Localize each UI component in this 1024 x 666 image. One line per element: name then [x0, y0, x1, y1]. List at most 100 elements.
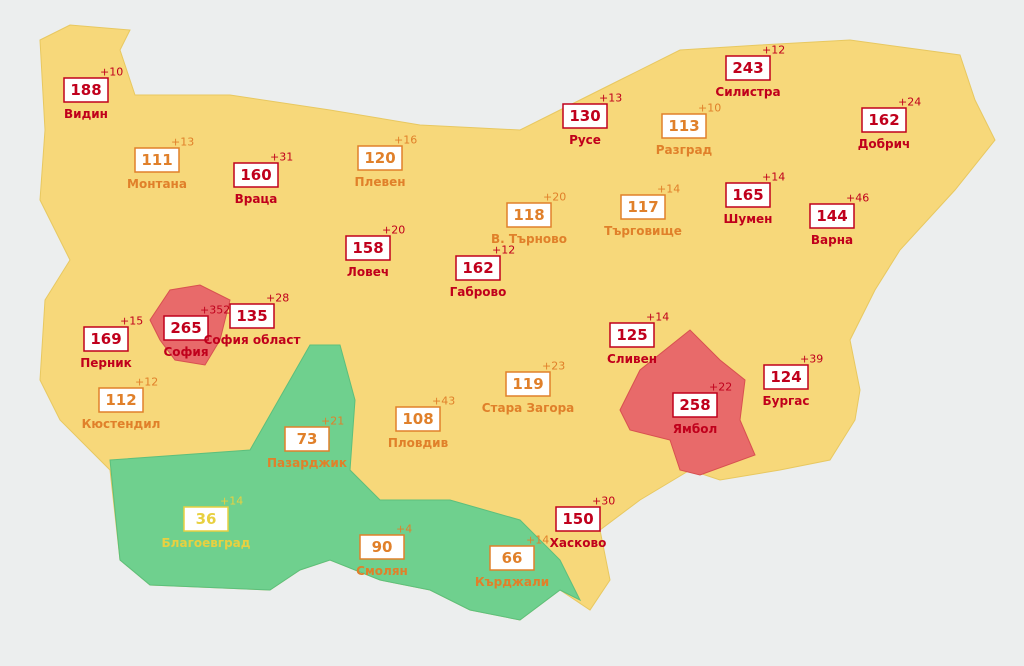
value-box: [555, 506, 601, 532]
region-name: Варна: [811, 233, 853, 247]
delta: +46: [846, 192, 869, 205]
value: 73: [297, 430, 318, 448]
region-name: Хасково: [550, 536, 607, 550]
value-box: [284, 426, 330, 452]
value: 160: [240, 166, 271, 184]
value: 243: [732, 59, 763, 77]
value: 150: [562, 510, 593, 528]
region-name: Габрово: [450, 285, 507, 299]
region-name: Кърджали: [475, 575, 549, 589]
region-name: Перник: [80, 356, 132, 370]
value: 130: [569, 107, 600, 125]
value: 118: [513, 206, 544, 224]
value-box: [233, 162, 279, 188]
value-box: [395, 406, 441, 432]
region-name: Благоевград: [162, 536, 251, 550]
value-box: [163, 315, 209, 341]
value-box: [229, 303, 275, 329]
value: 113: [668, 117, 699, 135]
delta: +14: [646, 311, 669, 324]
value-box: [83, 326, 129, 352]
value-box: [809, 203, 855, 229]
region-name: София област: [204, 333, 301, 347]
value-box: [506, 202, 552, 228]
delta: +43: [432, 395, 455, 408]
delta: +20: [543, 191, 566, 204]
value: 135: [236, 307, 267, 325]
value-box: [345, 235, 391, 261]
region-name: Стара Загора: [482, 401, 575, 415]
green-area: [109, 344, 582, 621]
value-box: [661, 113, 707, 139]
region-name: Ямбол: [673, 422, 717, 436]
delta: +12: [762, 44, 785, 57]
value: 265: [170, 319, 201, 337]
delta: +21: [321, 415, 344, 428]
region-name: Плевен: [355, 175, 406, 189]
value-box: [562, 103, 608, 129]
delta: +14: [657, 183, 680, 196]
delta: +352: [200, 304, 230, 317]
delta: +20: [382, 224, 405, 237]
region-name: София: [163, 345, 208, 359]
value-box: [672, 392, 718, 418]
delta: +4: [396, 523, 412, 536]
value: 162: [462, 259, 493, 277]
value: 112: [105, 391, 136, 409]
value: 158: [352, 239, 383, 257]
value: 90: [372, 538, 393, 556]
region-name: Смолян: [356, 564, 408, 578]
delta: +12: [492, 244, 515, 257]
delta: +12: [135, 376, 158, 389]
region-name: Силистра: [715, 85, 780, 99]
region-name: Ловеч: [347, 265, 389, 279]
delta: +16: [394, 134, 417, 147]
region-name: Търговище: [604, 224, 682, 238]
value-box: [455, 255, 501, 281]
region-name: Шумен: [724, 212, 773, 226]
value: 165: [732, 186, 763, 204]
value-box: [98, 387, 144, 413]
region-name: Враца: [235, 192, 278, 206]
value: 144: [816, 207, 847, 225]
delta: +13: [599, 92, 622, 105]
delta: +14: [220, 495, 243, 508]
value: 111: [141, 151, 172, 169]
value: 108: [402, 410, 433, 428]
delta: +14: [762, 171, 785, 184]
region-name: Добрич: [858, 137, 911, 151]
value-box: [357, 145, 403, 171]
region-name: Сливен: [607, 352, 657, 366]
value-box: [489, 545, 535, 571]
delta: +24: [898, 96, 921, 109]
region-name: Монтана: [127, 177, 187, 191]
value: 188: [70, 81, 101, 99]
value-box: [725, 182, 771, 208]
value-box: [620, 194, 666, 220]
value-box: [763, 364, 809, 390]
region-name: Бургас: [762, 394, 809, 408]
value-box: [359, 534, 405, 560]
region-name: Видин: [64, 107, 108, 121]
delta: +28: [266, 292, 289, 305]
delta: +22: [709, 381, 732, 394]
region-name: Русе: [569, 133, 601, 147]
value: 125: [616, 326, 647, 344]
region-name: В. Търново: [491, 232, 567, 246]
delta: +23: [542, 360, 565, 373]
region-name: Пловдив: [388, 436, 449, 450]
delta: +15: [120, 315, 143, 328]
delta: +30: [592, 495, 615, 508]
value: 119: [512, 375, 543, 393]
value-box: [609, 322, 655, 348]
value: 258: [679, 396, 710, 414]
delta: +31: [270, 151, 293, 164]
value: 162: [868, 111, 899, 129]
value: 66: [502, 549, 523, 567]
value-box: [183, 506, 229, 532]
value: 124: [770, 368, 801, 386]
value-box: [861, 107, 907, 133]
value: 36: [196, 510, 217, 528]
delta: +39: [800, 353, 823, 366]
